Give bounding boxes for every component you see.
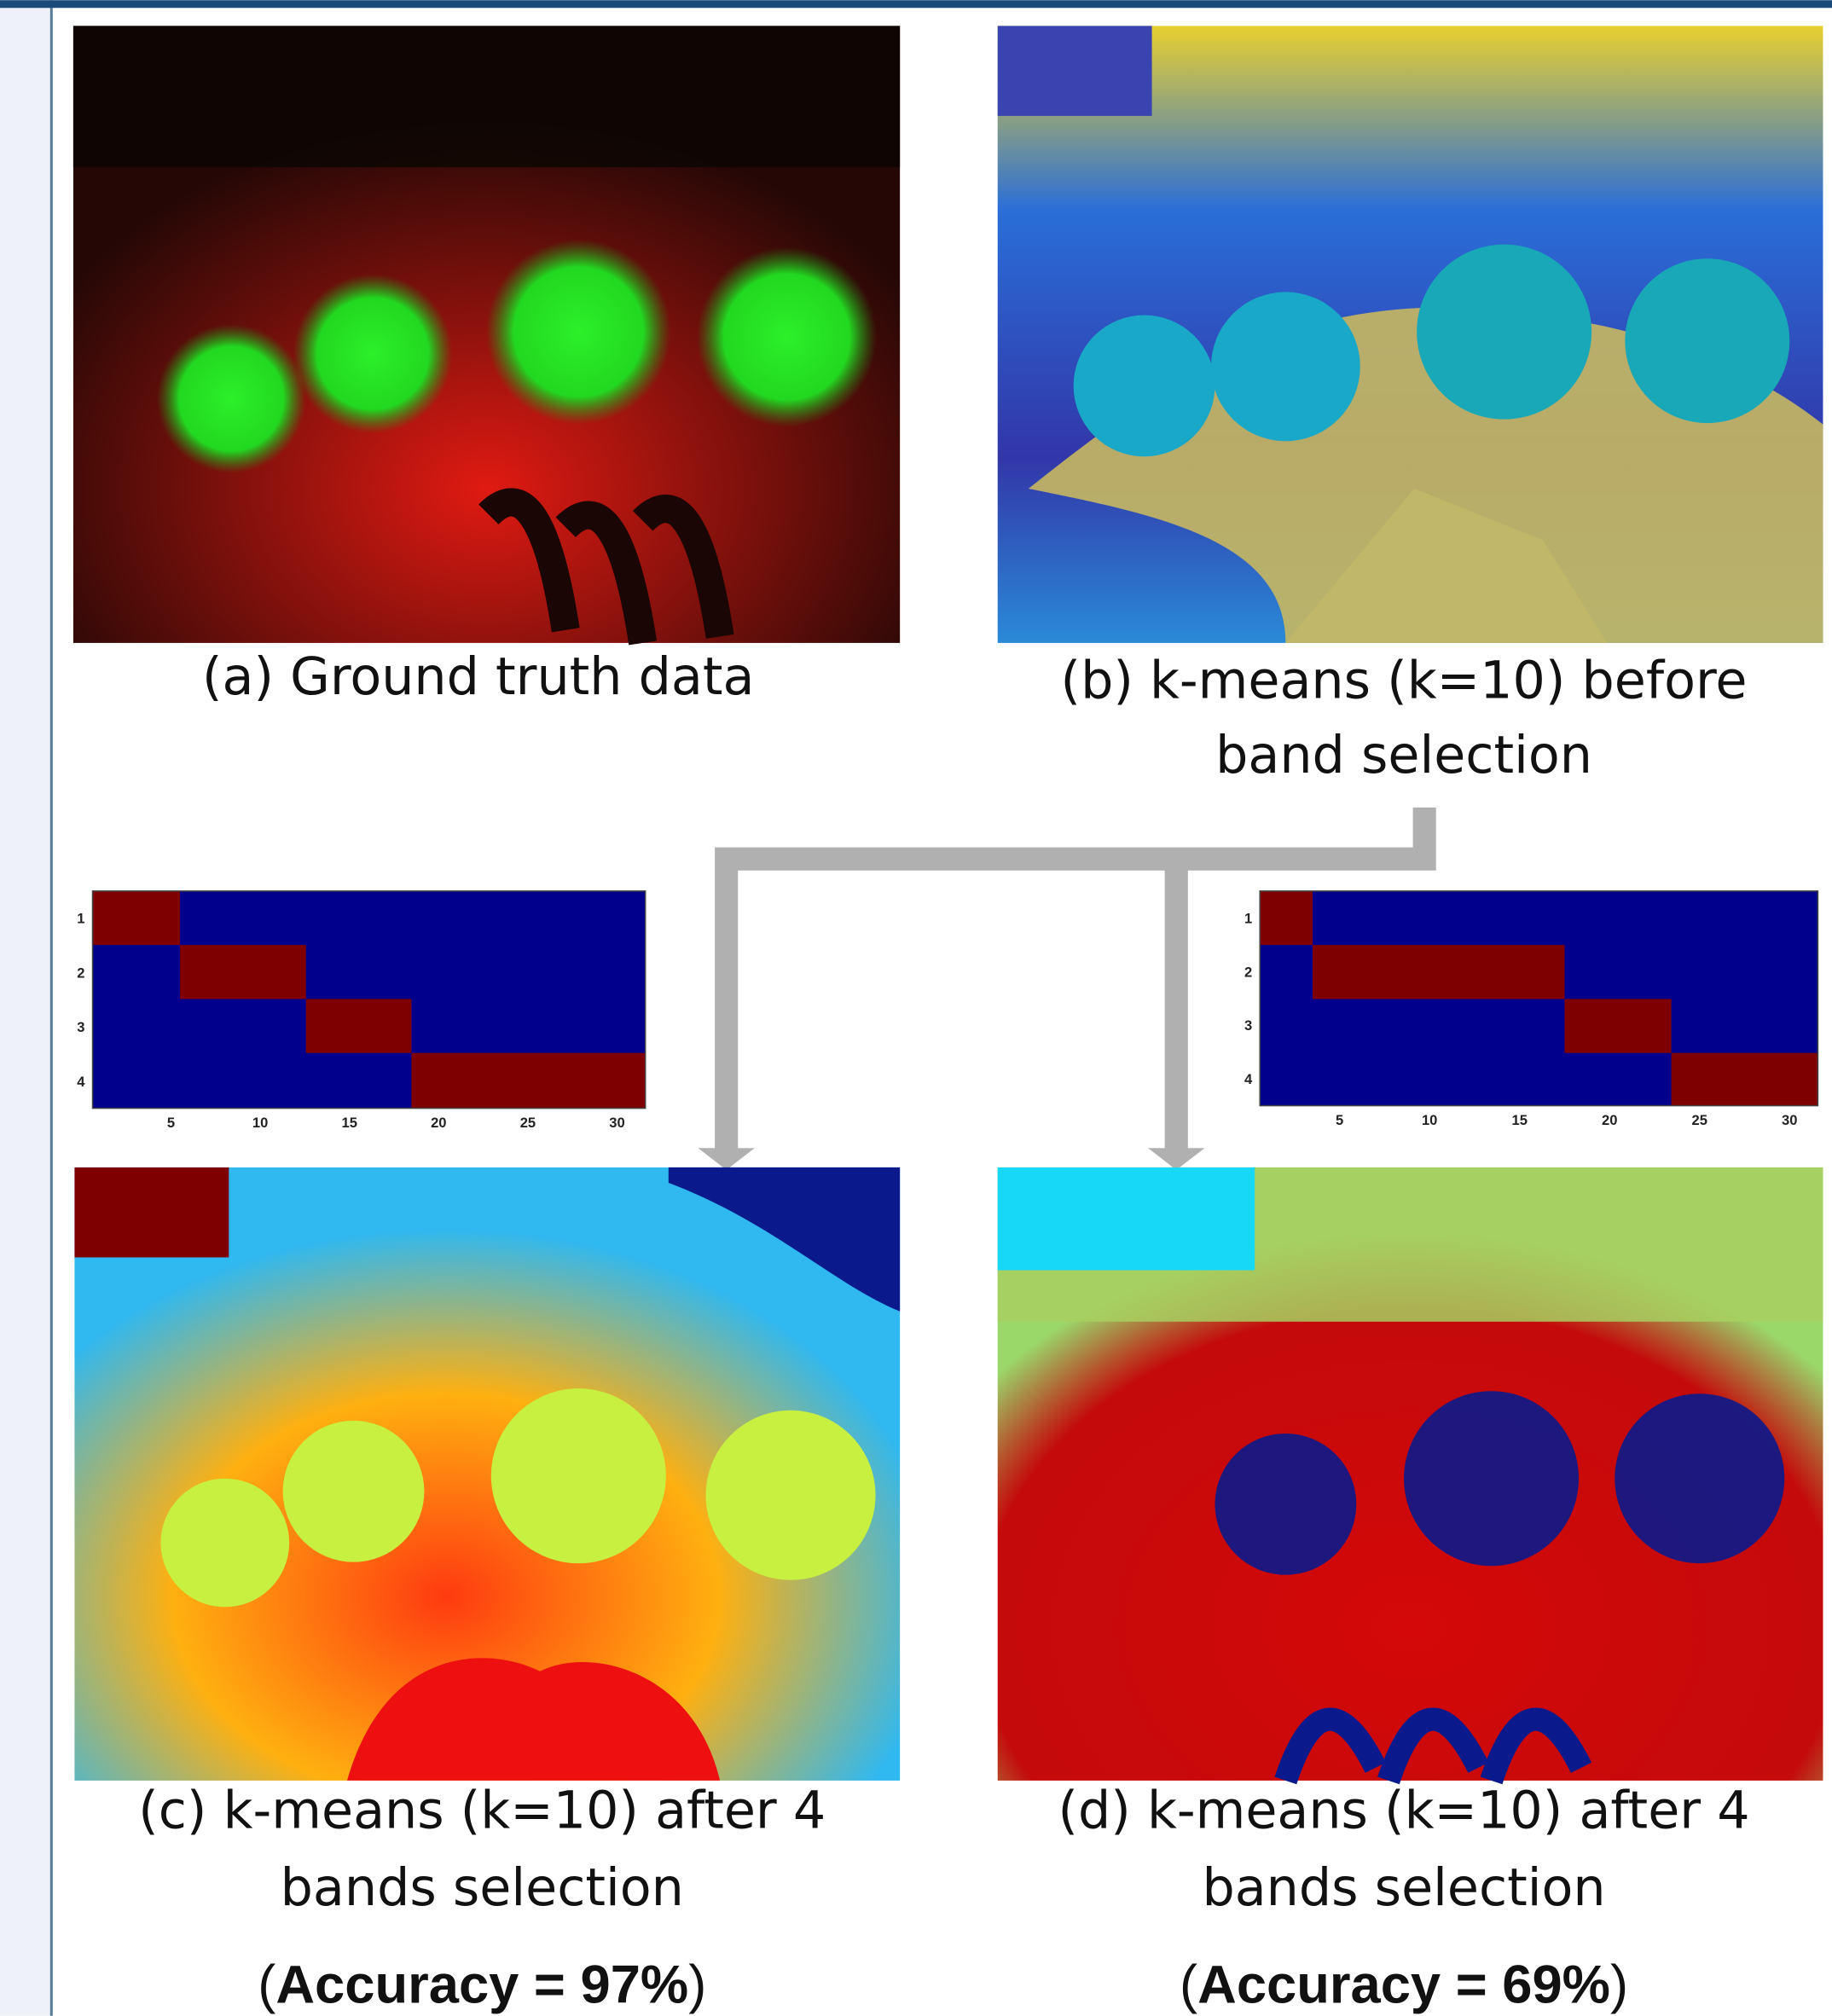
accuracy-label: Accuracy = 97% (275, 1955, 688, 2015)
paren: ) (688, 1955, 706, 2015)
col-tick-label: 20 (431, 1115, 446, 1131)
heatmap-left (93, 891, 646, 1109)
col-tick-label: 10 (1422, 1112, 1437, 1128)
image-d (998, 1167, 1823, 1781)
col-tick-label: 5 (167, 1115, 175, 1131)
arrow-heads (699, 1148, 1205, 1170)
row-tick-label: 1 (1244, 910, 1252, 926)
caption-line: (d) k-means (k=10) after 4 (1058, 1781, 1749, 1841)
image-a (73, 26, 900, 643)
caption-line: bands selection (1202, 1858, 1605, 1918)
row-tick-label: 2 (1244, 964, 1252, 980)
heatmap-right (1260, 891, 1818, 1106)
paren: ) (1610, 1955, 1628, 2015)
image-b (998, 26, 1823, 643)
col-tick-label: 25 (1692, 1112, 1707, 1128)
paren: ( (258, 1955, 275, 2015)
col-tick-label: 15 (341, 1115, 357, 1131)
side-strip (0, 0, 51, 2016)
accuracy: (Accuracy = 97%) (258, 1955, 706, 2015)
row-tick-label: 2 (77, 965, 84, 981)
caption-line: (c) k-means (k=10) after 4 (138, 1781, 826, 1841)
row-tick-label: 3 (77, 1019, 84, 1035)
image-c (74, 1167, 900, 1781)
col-tick-label: 15 (1511, 1112, 1527, 1128)
top-bar (0, 0, 1832, 8)
accuracy: (Accuracy = 69%) (1180, 1955, 1628, 2015)
row-tick-label: 1 (77, 911, 84, 927)
caption-line: (b) k-means (k=10) before (1061, 652, 1748, 711)
col-tick-label: 5 (1336, 1112, 1343, 1128)
col-tick-label: 10 (252, 1115, 268, 1131)
poster-panel: (a) Ground truth data (b) k-means (k=10) … (0, 0, 1832, 2016)
caption-line: band selection (1215, 726, 1592, 785)
paren: ( (1180, 1955, 1197, 2015)
accuracy-label: Accuracy = 69% (1197, 1955, 1610, 2015)
caption-line: bands selection (281, 1858, 684, 1918)
col-tick-label: 25 (520, 1115, 536, 1131)
col-tick-label: 20 (1602, 1112, 1617, 1128)
col-tick-label: 30 (1782, 1112, 1797, 1128)
caption-line: (a) Ground truth data (202, 647, 754, 707)
row-tick-label: 4 (1244, 1071, 1253, 1087)
col-tick-label: 30 (609, 1115, 624, 1131)
row-tick-label: 3 (1244, 1017, 1252, 1034)
row-tick-label: 4 (77, 1074, 85, 1090)
